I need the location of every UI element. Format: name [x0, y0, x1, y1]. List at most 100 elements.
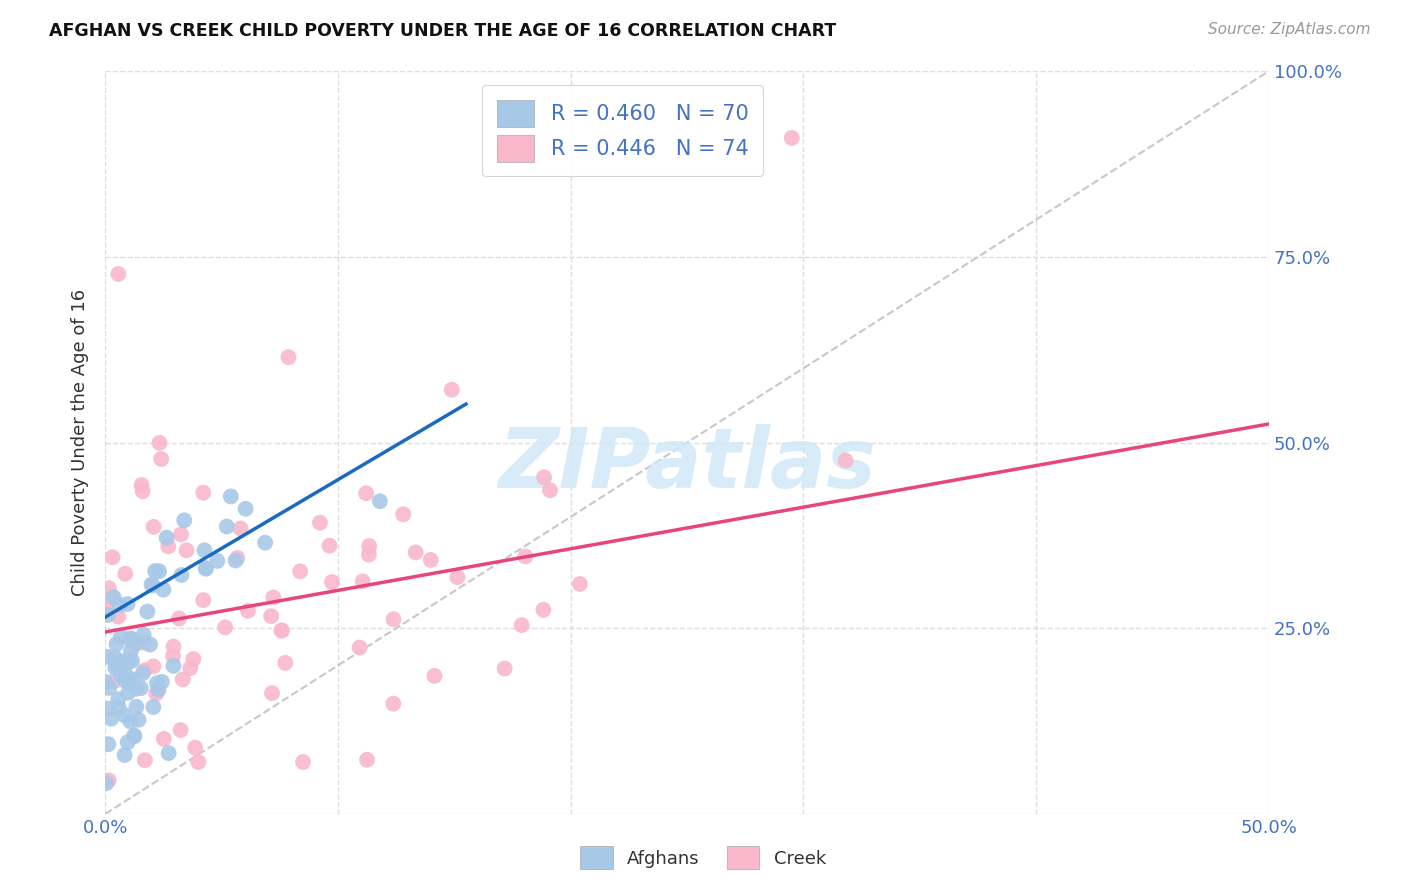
Point: [176, 543, 198, 558]
Point: [120, 644, 142, 658]
Point: [356, 753, 378, 767]
Point: [533, 603, 555, 617]
Point: [354, 486, 377, 500]
Point: [114, 566, 136, 581]
Point: [194, 562, 217, 576]
Point: [97, 581, 120, 595]
Point: [215, 519, 238, 533]
Point: [152, 582, 174, 597]
Point: [94, 674, 117, 689]
Point: [114, 673, 136, 688]
Point: [121, 634, 143, 648]
Point: [392, 508, 415, 522]
Point: [101, 591, 124, 605]
Point: [270, 624, 292, 638]
Point: [96, 602, 118, 616]
Point: [309, 516, 332, 530]
Point: [568, 577, 591, 591]
Point: [446, 570, 468, 584]
Point: [107, 609, 129, 624]
Point: [193, 485, 215, 500]
Point: [142, 578, 165, 592]
Point: [193, 593, 215, 607]
Point: [134, 753, 156, 767]
Point: [382, 612, 405, 626]
Point: [117, 655, 139, 669]
Point: [97, 773, 120, 788]
Point: [357, 548, 380, 562]
Point: [419, 553, 441, 567]
Point: [368, 494, 391, 508]
Point: [170, 568, 193, 582]
Point: [146, 683, 169, 698]
Point: [101, 550, 124, 565]
Point: [236, 604, 259, 618]
Point: [97, 701, 120, 715]
Point: [117, 597, 139, 611]
Point: [97, 607, 120, 622]
Point: [129, 681, 152, 695]
Point: [262, 591, 284, 605]
Point: [349, 640, 371, 655]
Point: [112, 654, 135, 668]
Point: [132, 628, 155, 642]
Point: [382, 697, 405, 711]
Point: [98, 681, 121, 695]
Point: [153, 731, 176, 746]
Point: [167, 611, 190, 625]
Point: [139, 638, 162, 652]
Point: [148, 435, 170, 450]
Point: [229, 522, 252, 536]
Point: [225, 553, 247, 567]
Point: [440, 383, 463, 397]
Point: [318, 539, 340, 553]
Point: [162, 658, 184, 673]
Point: [145, 687, 167, 701]
Point: [148, 564, 170, 578]
Point: [146, 676, 169, 690]
Point: [96, 776, 118, 790]
Point: [142, 700, 165, 714]
Point: [834, 453, 856, 467]
Point: [214, 620, 236, 634]
Point: [108, 598, 131, 612]
Point: [292, 755, 315, 769]
Point: [169, 723, 191, 737]
Point: [170, 527, 193, 541]
Point: [125, 699, 148, 714]
Point: [141, 577, 163, 591]
Text: ZIPatlas: ZIPatlas: [498, 425, 876, 505]
Point: [235, 501, 257, 516]
Point: [274, 656, 297, 670]
Point: [260, 686, 283, 700]
Point: [120, 714, 142, 729]
Point: [112, 708, 135, 723]
Point: [143, 564, 166, 578]
Point: [155, 531, 177, 545]
Point: [122, 729, 145, 743]
Point: [124, 729, 146, 743]
Point: [150, 452, 173, 467]
Point: [150, 674, 173, 689]
Point: [533, 470, 555, 484]
Point: [105, 657, 128, 671]
Point: [219, 490, 242, 504]
Point: [107, 701, 129, 715]
Point: [134, 663, 156, 677]
Point: [270, 624, 292, 638]
Point: [260, 609, 283, 624]
Point: [118, 675, 141, 690]
Point: [117, 735, 139, 749]
Point: [103, 590, 125, 604]
Point: [122, 632, 145, 647]
Point: [114, 747, 136, 762]
Point: [121, 654, 143, 668]
Point: [97, 737, 120, 751]
Point: [125, 681, 148, 696]
Point: [172, 673, 194, 687]
Point: [136, 605, 159, 619]
Point: [117, 686, 139, 700]
Point: [110, 668, 132, 682]
Point: [104, 650, 127, 665]
Point: [193, 543, 215, 558]
